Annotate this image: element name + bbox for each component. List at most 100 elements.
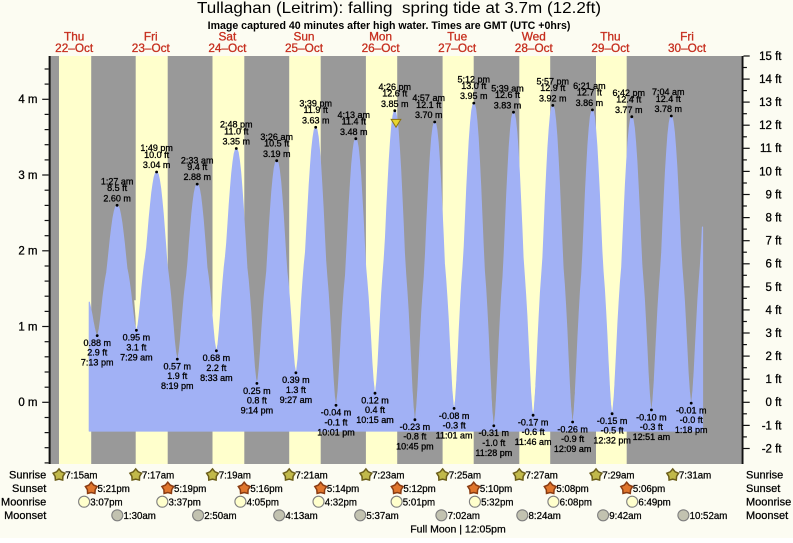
svg-text:4:05pm: 4:05pm <box>247 497 279 508</box>
svg-text:3.78 m: 3.78 m <box>655 104 683 114</box>
svg-text:Mon: Mon <box>369 29 392 43</box>
svg-text:13.0 ft: 13.0 ft <box>461 81 487 91</box>
svg-text:1:30am: 1:30am <box>124 511 156 522</box>
svg-text:-0.8 ft: -0.8 ft <box>403 432 427 442</box>
svg-text:11.0 ft: 11.0 ft <box>224 126 249 136</box>
svg-text:4:13am: 4:13am <box>285 511 317 522</box>
svg-text:5:16pm: 5:16pm <box>250 484 282 495</box>
svg-text:2 ft: 2 ft <box>766 351 783 363</box>
svg-text:7:17am: 7:17am <box>142 471 174 482</box>
svg-text:3.04 m: 3.04 m <box>143 160 171 170</box>
svg-text:10:45 pm: 10:45 pm <box>396 442 434 452</box>
svg-text:-2 ft: -2 ft <box>762 443 783 455</box>
svg-text:4:57 am: 4:57 am <box>412 93 445 103</box>
svg-text:7:29 am: 7:29 am <box>120 352 153 362</box>
svg-text:7:15am: 7:15am <box>65 471 97 482</box>
svg-text:7:27am: 7:27am <box>526 471 558 482</box>
svg-text:1:18 pm: 1:18 pm <box>675 425 708 435</box>
svg-text:5:12 pm: 5:12 pm <box>458 74 491 84</box>
svg-text:2:48 pm: 2:48 pm <box>220 120 253 130</box>
svg-text:8.5 ft: 8.5 ft <box>107 183 128 193</box>
svg-text:5:37am: 5:37am <box>366 511 398 522</box>
svg-text:6:42 pm: 6:42 pm <box>613 88 646 98</box>
svg-text:9.4 ft: 9.4 ft <box>187 162 208 172</box>
svg-text:Sun: Sun <box>294 29 315 43</box>
svg-text:2 m: 2 m <box>18 246 37 258</box>
svg-text:9 ft: 9 ft <box>766 189 783 201</box>
svg-text:-0.6 ft: -0.6 ft <box>522 427 546 437</box>
svg-text:0.39 m: 0.39 m <box>282 375 310 385</box>
svg-text:3.85 m: 3.85 m <box>381 99 409 109</box>
svg-text:5:14pm: 5:14pm <box>327 484 359 495</box>
svg-text:-0.26 m: -0.26 m <box>557 424 588 434</box>
svg-text:-0.3 ft: -0.3 ft <box>443 420 467 430</box>
svg-text:6:08pm: 6:08pm <box>560 497 592 508</box>
svg-text:5:06pm: 5:06pm <box>633 484 665 495</box>
svg-text:3.48 m: 3.48 m <box>340 127 368 137</box>
svg-text:12.9 ft: 12.9 ft <box>540 83 566 93</box>
svg-text:6:49pm: 6:49pm <box>638 497 670 508</box>
svg-text:12:51 am: 12:51 am <box>633 432 671 442</box>
svg-text:5:08pm: 5:08pm <box>556 484 588 495</box>
svg-text:-1.0 ft: -1.0 ft <box>482 438 506 448</box>
svg-text:Fri: Fri <box>144 29 158 43</box>
svg-text:12.6 ft: 12.6 ft <box>382 89 408 99</box>
svg-text:0.57 m: 0.57 m <box>164 362 192 372</box>
svg-text:6 ft: 6 ft <box>766 259 783 271</box>
svg-text:1 ft: 1 ft <box>766 374 783 386</box>
svg-text:0.12 m: 0.12 m <box>361 396 389 406</box>
svg-text:Fri: Fri <box>680 29 694 43</box>
svg-text:12:32 pm: 12:32 pm <box>593 436 631 446</box>
svg-text:23–Oct: 23–Oct <box>132 41 171 55</box>
svg-text:12.4 ft: 12.4 ft <box>616 95 642 105</box>
svg-text:3 ft: 3 ft <box>766 328 783 340</box>
svg-text:0 ft: 0 ft <box>766 397 783 409</box>
svg-text:3.83 m: 3.83 m <box>494 100 522 110</box>
svg-text:-0.04 m: -0.04 m <box>321 408 352 418</box>
svg-text:7:04 am: 7:04 am <box>652 87 685 97</box>
svg-text:3.63 m: 3.63 m <box>302 115 330 125</box>
svg-text:4:26 pm: 4:26 pm <box>379 82 412 92</box>
svg-text:5:12pm: 5:12pm <box>403 484 435 495</box>
svg-text:Moonset: Moonset <box>746 510 788 522</box>
svg-text:-0.1 ft: -0.1 ft <box>324 417 348 427</box>
svg-text:7:21am: 7:21am <box>295 471 327 482</box>
svg-text:5 ft: 5 ft <box>766 282 783 294</box>
svg-text:9:14 pm: 9:14 pm <box>241 405 274 415</box>
svg-text:Thu: Thu <box>600 29 620 43</box>
svg-text:7:19am: 7:19am <box>219 471 251 482</box>
svg-text:30–Oct: 30–Oct <box>668 41 707 55</box>
svg-text:3:39 pm: 3:39 pm <box>299 99 332 109</box>
svg-text:3:37pm: 3:37pm <box>169 497 201 508</box>
svg-text:3:07pm: 3:07pm <box>90 497 122 508</box>
svg-text:Sunset: Sunset <box>746 483 780 495</box>
svg-text:-0.08 m: -0.08 m <box>439 411 470 421</box>
svg-text:Moonrise: Moonrise <box>746 496 791 508</box>
svg-text:1:27 am: 1:27 am <box>101 177 134 187</box>
svg-text:12.6 ft: 12.6 ft <box>495 90 521 100</box>
svg-text:3:26 am: 3:26 am <box>260 132 293 142</box>
svg-text:3 m: 3 m <box>18 170 37 182</box>
svg-text:-0.5 ft: -0.5 ft <box>601 426 625 436</box>
svg-text:-0.17 m: -0.17 m <box>518 418 549 428</box>
svg-text:9:27 am: 9:27 am <box>280 395 313 405</box>
svg-text:3.95 m: 3.95 m <box>460 91 488 101</box>
svg-text:3.1 ft: 3.1 ft <box>126 342 147 352</box>
svg-text:0.95 m: 0.95 m <box>123 333 151 343</box>
svg-text:5:19pm: 5:19pm <box>174 484 206 495</box>
svg-text:3.77 m: 3.77 m <box>615 105 643 115</box>
svg-text:1.9 ft: 1.9 ft <box>167 371 188 381</box>
svg-text:7:25am: 7:25am <box>449 471 481 482</box>
svg-text:7:31am: 7:31am <box>679 471 711 482</box>
svg-text:5:21pm: 5:21pm <box>98 484 130 495</box>
svg-text:11.9 ft: 11.9 ft <box>304 105 329 115</box>
svg-text:4:13 am: 4:13 am <box>338 110 371 120</box>
svg-text:7 ft: 7 ft <box>766 236 783 248</box>
svg-text:-0.01 m: -0.01 m <box>676 406 707 416</box>
svg-text:10:01 pm: 10:01 pm <box>317 427 355 437</box>
svg-text:0.8 ft: 0.8 ft <box>247 395 268 405</box>
svg-text:12.4 ft: 12.4 ft <box>656 94 682 104</box>
svg-text:6:21 am: 6:21 am <box>573 81 606 91</box>
svg-text:14 ft: 14 ft <box>759 74 782 86</box>
svg-text:3.19 m: 3.19 m <box>263 149 291 159</box>
